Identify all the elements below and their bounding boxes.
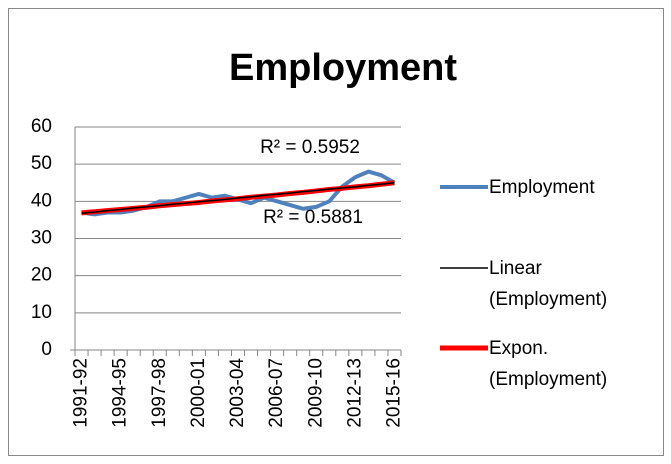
x-tick-label: 1994-95 [110,358,131,428]
annotation: R² = 0.5881 [263,207,363,228]
y-tick-label: 20 [31,265,52,286]
x-tick-label: 2006-07 [266,358,287,428]
x-tick-label: 2012-13 [344,358,365,428]
legend-label: Linear (Employment) [489,257,608,310]
y-tick-label: 30 [31,228,52,249]
y-tick-label: 50 [31,153,52,174]
annotation: R² = 0.5952 [260,137,360,158]
series-line [81,182,395,214]
legend-label: Employment [489,176,595,198]
chart-border [8,8,664,456]
y-tick-label: 60 [31,116,52,137]
y-tick-label: 10 [31,302,52,323]
y-tick-label: 40 [31,190,52,211]
x-tick-label: 2003-04 [227,358,248,428]
x-tick-label: 2009-10 [305,358,326,428]
x-tick-label: 2015-16 [383,358,404,428]
y-tick-label: 0 [41,339,52,360]
x-tick-label: 2000-01 [188,358,209,428]
x-tick-label: 1997-98 [149,358,170,428]
chart-title: Employment [229,47,457,89]
legend-label: Expon. (Employment) [489,337,608,390]
x-tick-label: 1991-92 [71,358,92,428]
